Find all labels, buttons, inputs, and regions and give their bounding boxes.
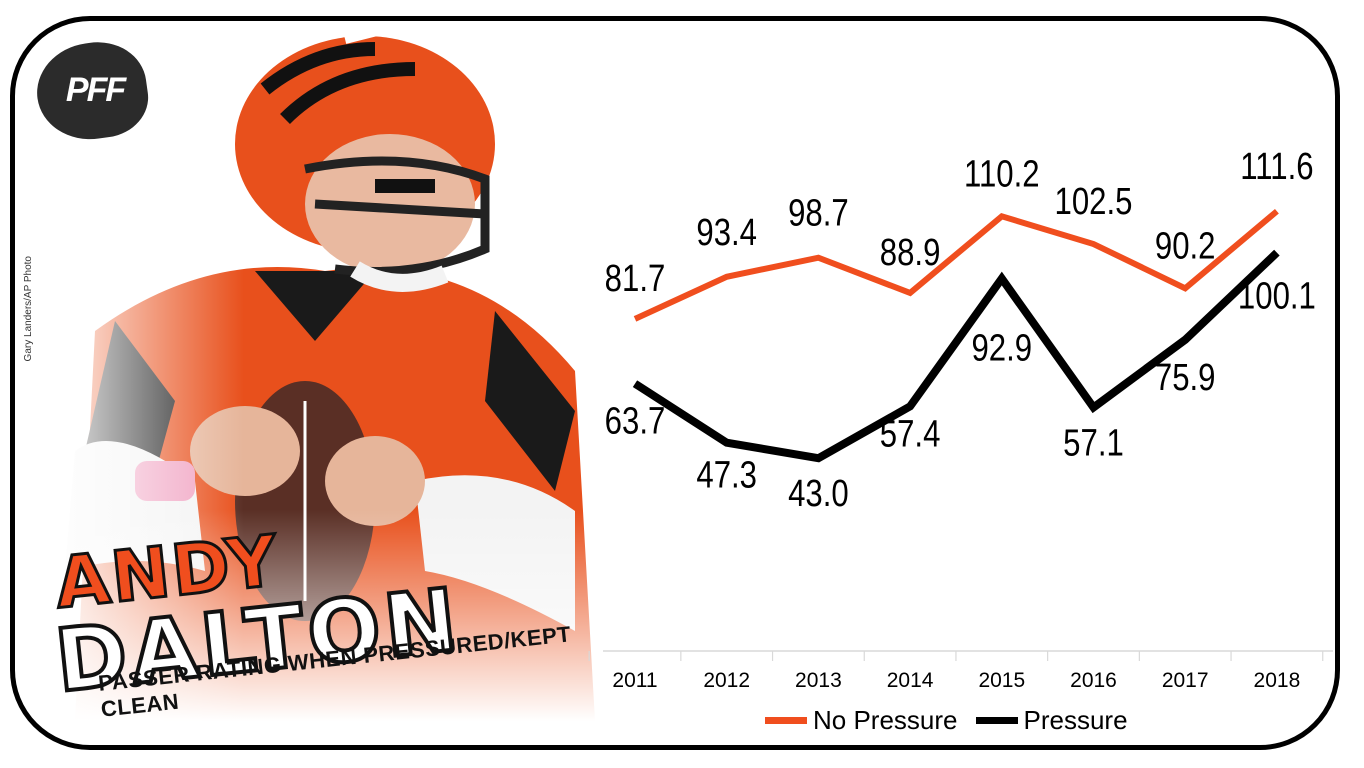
helmet-illustration [235,29,495,292]
x-tick-label: 2017 [1162,669,1209,692]
legend-item-no-pressure: No Pressure [765,705,958,736]
series-line-no-pressure [633,208,1279,322]
player-photo-panel: Gary Landers/AP Photo PFF [15,21,605,745]
series-line-pressure [632,249,1280,463]
legend-label-no-pressure: No Pressure [813,705,958,735]
data-label-no-pressure: 102.5 [1055,181,1133,223]
data-label-pressure: 57.4 [880,414,941,456]
data-label-no-pressure: 81.7 [605,258,666,300]
data-label-no-pressure: 110.2 [964,153,1040,195]
data-label-pressure: 57.1 [1063,423,1124,465]
chart-legend: No Pressure Pressure [765,705,1128,736]
legend-swatch-no-pressure [765,717,807,724]
legend-label-pressure: Pressure [1023,705,1128,735]
x-tick-label: 2011 [612,669,657,692]
data-label-no-pressure: 88.9 [880,232,941,274]
x-tick-label: 2015 [978,669,1025,692]
data-label-no-pressure: 93.4 [696,212,757,254]
data-label-pressure: 92.9 [971,328,1032,370]
x-tick-label: 2013 [795,669,842,692]
data-label-pressure: 63.7 [605,401,666,443]
data-label-pressure: 47.3 [696,455,757,497]
data-label-pressure: 100.1 [1238,276,1316,318]
data-label-no-pressure: 90.2 [1155,225,1216,267]
data-label-pressure: 43.0 [788,473,849,515]
legend-swatch-pressure [975,717,1018,724]
pff-logo-text: PFF [65,71,126,109]
data-label-no-pressure: 111.6 [1240,146,1313,188]
line-chart: 2011 2012 2013 2014 2015 2016 2017 2018 81.7 93.4… [588,146,1333,692]
x-tick-label: 2014 [887,669,934,692]
legend-item-pressure: Pressure [975,705,1128,736]
player-illustration [55,251,595,721]
x-tick-label: 2018 [1254,669,1301,692]
data-label-pressure: 75.9 [1155,357,1216,399]
x-tick-label: 2012 [703,669,750,692]
x-tick-label: 2016 [1070,669,1117,692]
infographic-frame: Gary Landers/AP Photo PFF [10,16,1340,750]
data-label-no-pressure: 98.7 [788,193,849,235]
